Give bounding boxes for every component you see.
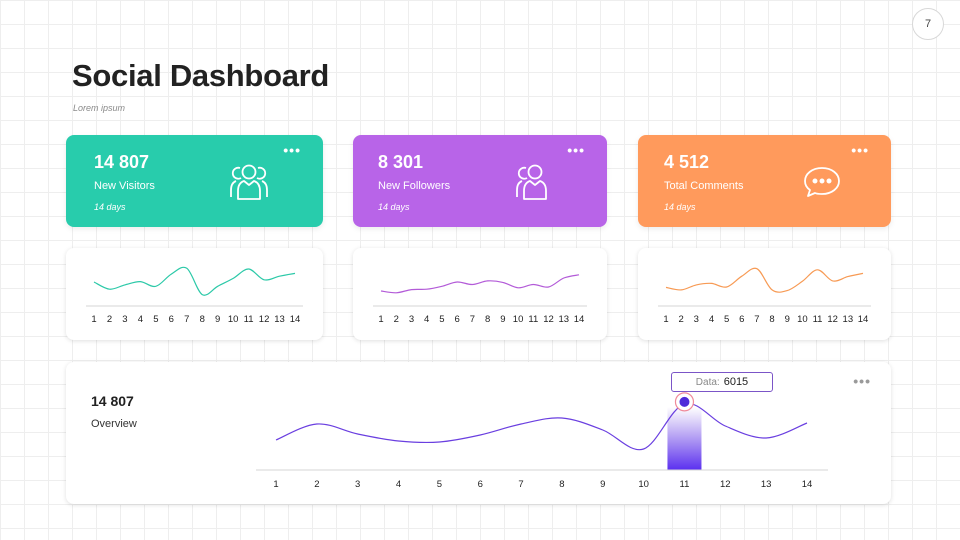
stat-card-followers: 8 301 New Followers 14 days ••• (353, 135, 607, 227)
x-tick-label: 12 (259, 314, 270, 325)
x-tick-label: 2 (314, 479, 319, 490)
stat-period: 14 days (94, 202, 126, 212)
x-tick-label: 5 (724, 314, 729, 325)
x-tick-label: 7 (470, 314, 475, 325)
x-tick-label: 14 (802, 479, 813, 490)
stat-label: New Visitors (94, 180, 155, 192)
overview-series (275, 402, 808, 451)
x-tick-label: 2 (394, 314, 399, 325)
x-tick-label: 9 (215, 314, 220, 325)
x-tick-label: 9 (600, 479, 605, 490)
stat-card-comments: 4 512 Total Comments 14 days ••• (638, 135, 891, 227)
x-tick-label: 7 (518, 479, 523, 490)
x-tick-label: 9 (785, 314, 790, 325)
x-tick-label: 3 (122, 314, 127, 325)
tooltip-label: Data: (695, 376, 720, 388)
x-tick-label: 13 (843, 314, 854, 325)
x-tick-label: 13 (558, 314, 569, 325)
x-tick-label: 8 (559, 479, 564, 490)
x-tick-label: 1 (663, 314, 668, 325)
x-tick-label: 11 (680, 479, 690, 490)
x-tick-label: 6 (455, 314, 460, 325)
page-subtitle: Lorem ipsum (73, 103, 126, 113)
overview-value: 14 807 (91, 393, 134, 409)
x-tick-label: 5 (153, 314, 158, 325)
stat-label: New Followers (378, 180, 451, 192)
x-tick-label: 7 (184, 314, 189, 325)
stat-period: 14 days (664, 202, 696, 212)
x-tick-label: 5 (437, 479, 442, 490)
x-tick-label: 2 (679, 314, 684, 325)
page-number: 7 (912, 8, 944, 40)
x-tick-label: 10 (797, 314, 808, 325)
x-tick-label: 10 (638, 479, 649, 490)
stat-value: 8 301 (378, 152, 424, 172)
x-tick-label: 11 (244, 314, 254, 325)
overview-chart: 1 2 3 4 5 6 7 8 9 10 11 12 13 14 (256, 392, 828, 490)
x-tick-label: 6 (478, 479, 483, 490)
x-tick-label: 9 (500, 314, 505, 325)
users-icon (516, 164, 547, 200)
x-tick-label: 4 (424, 314, 429, 325)
sparkline-card-followers: 1 2 3 4 5 6 7 8 9 10 11 12 13 14 (353, 248, 607, 340)
x-tick-label: 6 (739, 314, 744, 325)
x-tick-label: 8 (200, 314, 205, 325)
highlight-point[interactable] (679, 396, 690, 407)
x-tick-label: 6 (169, 314, 174, 325)
x-tick-label: 11 (813, 314, 823, 325)
x-tick-label: 12 (720, 479, 731, 490)
highlight-bar (667, 406, 702, 470)
sparkline-chart: 1 2 3 4 5 6 7 8 9 10 11 12 13 14 (658, 267, 871, 325)
tooltip-value: 6015 (723, 376, 749, 388)
sparkline-card-visitors: 1 2 3 4 5 6 7 8 9 10 11 12 13 14 (66, 248, 323, 340)
stat-card-visitors: 14 807 New Visitors 14 days ••• (66, 135, 323, 227)
overview-card: 14 807 Overview ••• 1 2 3 4 5 6 7 8 9 10 11 12 13 14 … (66, 362, 891, 504)
sparkline-card-comments: 1 2 3 4 5 6 7 8 9 10 11 12 13 14 (638, 248, 891, 340)
overview-label: Overview (91, 418, 137, 430)
x-tick-label: 7 (754, 314, 759, 325)
x-tick-label: 10 (513, 314, 524, 325)
page-title: Social Dashboard (72, 58, 330, 93)
x-tick-label: 8 (769, 314, 774, 325)
x-tick-label: 12 (543, 314, 554, 325)
x-tick-label: 1 (91, 314, 96, 325)
stat-value: 14 807 (94, 152, 150, 172)
x-tick-label: 2 (107, 314, 112, 325)
x-tick-label: 14 (858, 314, 869, 325)
x-tick-label: 13 (274, 314, 285, 325)
x-tick-label: 11 (528, 314, 538, 325)
more-options-icon[interactable]: ••• (567, 142, 585, 158)
x-tick-label: 1 (273, 479, 278, 490)
x-tick-label: 8 (485, 314, 490, 325)
more-options-icon[interactable]: ••• (851, 142, 869, 158)
stat-period: 14 days (378, 202, 410, 212)
sparkline-series (380, 274, 580, 294)
chat-bubble-icon (804, 167, 840, 197)
x-tick-label: 4 (396, 479, 401, 490)
stat-label: Total Comments (664, 180, 744, 192)
more-options-icon[interactable]: ••• (283, 142, 301, 158)
x-tick-label: 10 (228, 314, 239, 325)
x-tick-label: 3 (694, 314, 699, 325)
x-tick-label: 13 (761, 479, 772, 490)
x-tick-label: 1 (378, 314, 383, 325)
sparkline-series (93, 266, 296, 296)
data-tooltip: Data: 6015 (671, 372, 773, 392)
sparkline-chart: 1 2 3 4 5 6 7 8 9 10 11 12 13 14 (86, 266, 303, 325)
x-tick-label: 4 (138, 314, 143, 325)
x-tick-label: 4 (709, 314, 714, 325)
x-tick-label: 3 (409, 314, 414, 325)
more-options-icon[interactable]: ••• (853, 373, 871, 389)
x-tick-label: 5 (439, 314, 444, 325)
sparkline-series (665, 267, 864, 293)
x-tick-label: 3 (355, 479, 360, 490)
x-tick-label: 14 (290, 314, 301, 325)
x-tick-label: 12 (827, 314, 838, 325)
sparkline-chart: 1 2 3 4 5 6 7 8 9 10 11 12 13 14 (373, 274, 587, 325)
users-icon (230, 164, 268, 200)
x-tick-label: 14 (574, 314, 585, 325)
stat-value: 4 512 (664, 152, 710, 172)
